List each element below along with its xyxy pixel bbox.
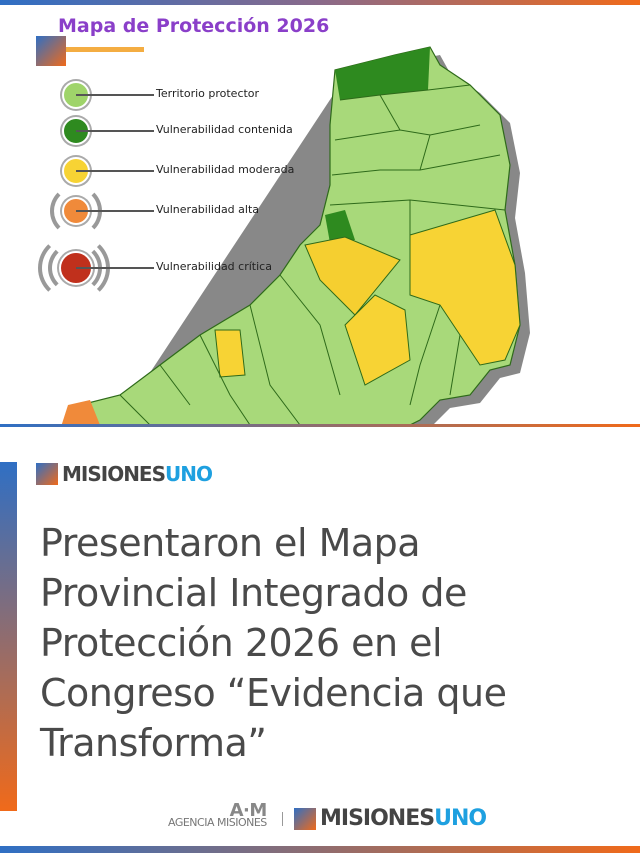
- legend-label: Vulnerabilidad alta: [156, 203, 260, 216]
- brand-logo: MISIONESUNO: [36, 462, 213, 486]
- brand-name-accent: UNO: [165, 462, 213, 486]
- legend-item-contenida: Vulnerabilidad contenida: [40, 111, 320, 151]
- legend-connector: [76, 210, 154, 212]
- map-region-moderada: [344, 294, 411, 386]
- legend-label: Vulnerabilidad crítica: [156, 260, 272, 273]
- bottom-gradient-strip: [0, 846, 640, 853]
- legend-item-alta: Vulnerabilidad alta: [40, 185, 320, 237]
- agency-name: AGENCIA MISIONES: [168, 816, 267, 829]
- map-region-moderada: [304, 236, 401, 316]
- map-region-alta: [61, 400, 100, 425]
- brand-name-accent: UNO: [434, 806, 487, 831]
- legend-item-moderada: Vulnerabilidad moderada: [40, 151, 320, 191]
- legend-label: Vulnerabilidad contenida: [156, 123, 293, 136]
- map-title: Mapa de Protección 2026: [58, 15, 330, 37]
- legend-item-protector: Territorio protector: [40, 75, 320, 115]
- brand-name: MISIONES: [320, 806, 435, 831]
- footer-brand-logo: MISIONESUNO: [294, 806, 487, 831]
- legend-item-critica: Vulnerabilidad crítica: [38, 234, 320, 302]
- province-map: [61, 46, 530, 425]
- map-image: Mapa de Protección 2026 Territorio prote…: [0, 5, 640, 425]
- brand-name: MISIONES: [62, 462, 166, 486]
- divider-strip: [0, 424, 640, 427]
- map-region-moderada: [214, 329, 246, 378]
- map-region-moderada: [409, 209, 521, 366]
- legend-connector: [76, 130, 154, 132]
- logo-separator: [282, 812, 283, 826]
- left-accent-bar: [0, 462, 17, 811]
- title-underline: [64, 47, 144, 52]
- agency-mark: A·M: [229, 800, 268, 821]
- misionesuno-logo-icon: [294, 807, 316, 830]
- legend-connector: [76, 267, 154, 269]
- headline: Presentaron el Mapa Provincial Integrado…: [40, 521, 507, 765]
- agencia-misiones-logo: A·M AGENCIA MISIONES: [168, 800, 268, 829]
- misionesuno-logo-icon: [36, 36, 66, 66]
- misionesuno-logo-icon: [36, 463, 58, 485]
- map-region-contenida: [325, 210, 355, 243]
- top-gradient-strip: [0, 0, 640, 5]
- map-borders: [119, 84, 506, 425]
- legend-label: Territorio protector: [156, 87, 260, 100]
- legend-connector: [76, 170, 154, 172]
- legend-connector: [76, 94, 154, 96]
- legend-label: Vulnerabilidad moderada: [156, 163, 295, 176]
- map-region-contenida: [335, 47, 430, 100]
